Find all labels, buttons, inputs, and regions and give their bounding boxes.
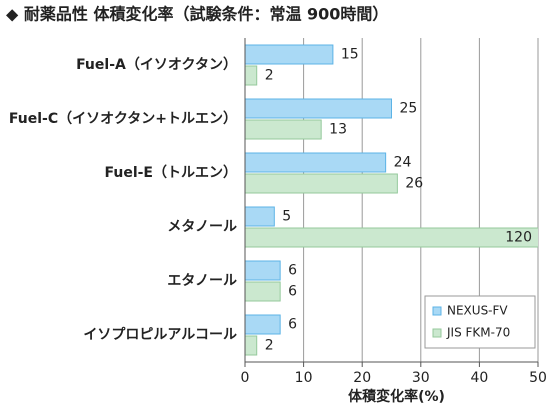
value-label: 15 (341, 47, 359, 63)
x-tick-label: 20 (353, 370, 371, 386)
legend-swatch (432, 328, 442, 338)
bar (245, 260, 281, 281)
bar (245, 335, 258, 356)
x-axis-label: 体積変化率(%) (348, 388, 445, 405)
bar (245, 44, 334, 65)
y-tick-label: Fuel-A（イソオクタン） (76, 57, 237, 73)
bar (245, 281, 281, 302)
legend-swatch (432, 306, 442, 316)
value-label: 24 (394, 155, 412, 171)
value-label: 6 (288, 263, 297, 279)
chart-title: ◆ 耐薬品性 体積変化率（試験条件：常温 900時間） (6, 5, 388, 24)
value-label: 2 (265, 338, 274, 354)
x-tick-label: 50 (529, 370, 547, 386)
x-tick-label: 10 (295, 370, 313, 386)
y-tick-label: メタノール (167, 219, 237, 235)
value-label: 5 (282, 209, 291, 225)
bar (245, 152, 387, 173)
value-label: 26 (405, 176, 423, 192)
bar (245, 65, 258, 86)
bar (245, 314, 281, 335)
bar (245, 227, 538, 248)
legend-box (424, 295, 536, 349)
y-tick-label: エタノール (167, 273, 237, 289)
value-label: 6 (288, 317, 297, 333)
bar (245, 206, 275, 227)
y-tick-label: Fuel-E（トルエン） (104, 165, 237, 181)
value-label: 120 (505, 230, 532, 246)
bar (245, 98, 392, 119)
x-tick-label: 40 (470, 370, 488, 386)
bar (245, 173, 398, 194)
bar (245, 119, 322, 140)
legend-label: JIS FKM-70 (446, 326, 510, 340)
y-tick-label: Fuel-C（イソオクタン+トルエン） (9, 111, 237, 127)
value-label: 25 (400, 101, 418, 117)
x-tick-label: 0 (241, 370, 250, 386)
y-tick-label: イソプロピルアルコール (83, 327, 237, 343)
value-label: 2 (265, 68, 274, 84)
x-tick-label: 30 (412, 370, 430, 386)
value-label: 13 (329, 122, 347, 138)
value-label: 6 (288, 284, 297, 300)
legend-label: NEXUS-FV (447, 304, 508, 318)
